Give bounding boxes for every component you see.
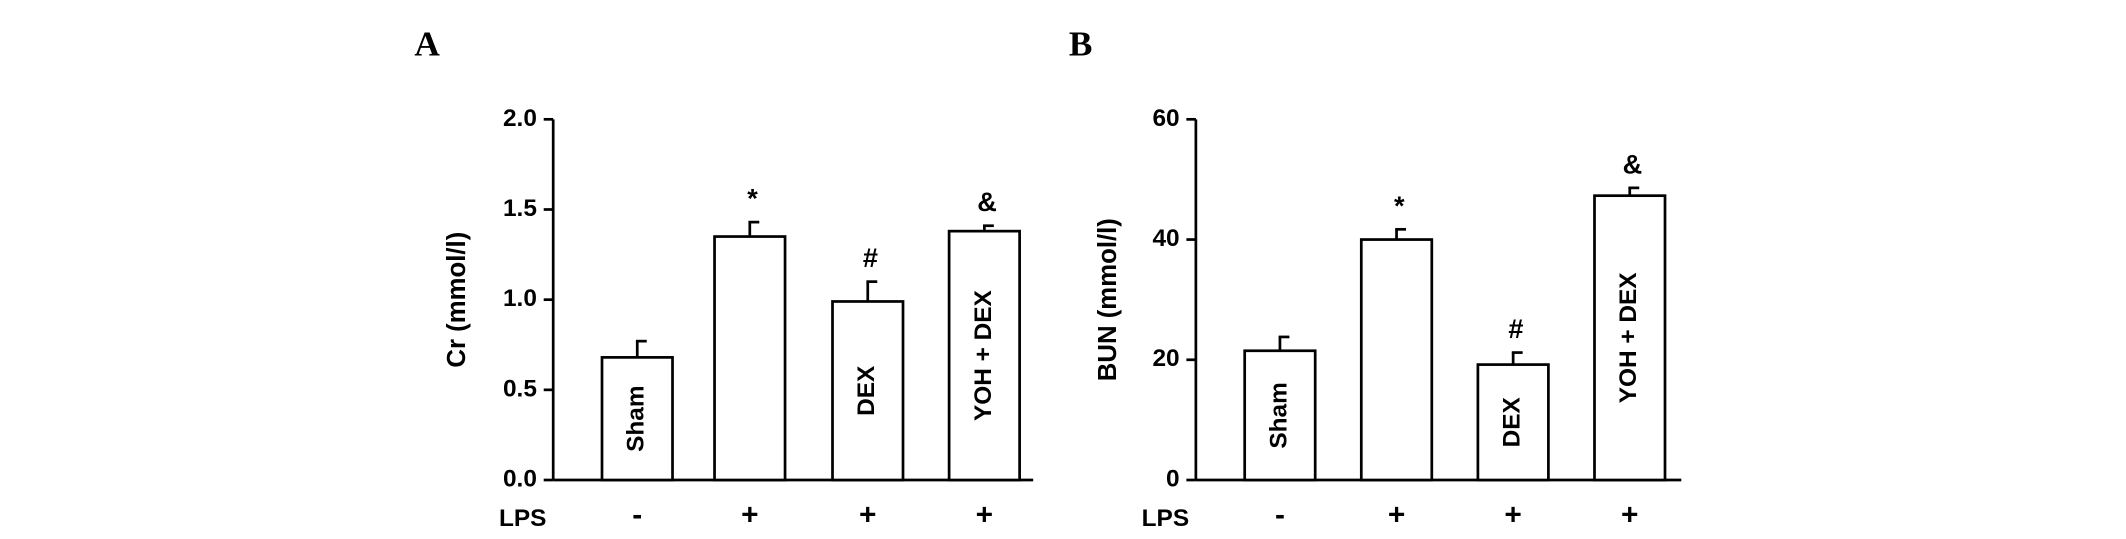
annotation: & [1623, 148, 1643, 179]
row-value: + [976, 499, 993, 532]
bar-label: DEX [1499, 396, 1526, 447]
bar [713, 235, 787, 482]
bar-label: YOH + DEX [1615, 272, 1642, 404]
row-label: LPS [499, 505, 546, 532]
row-label: LPS [1142, 505, 1189, 532]
annotation: * [747, 183, 758, 214]
row-value: + [859, 499, 876, 532]
annotation: & [977, 186, 997, 217]
bar [600, 356, 674, 482]
row-value: + [1504, 499, 1521, 532]
annotation: * [1394, 190, 1405, 221]
bar [831, 300, 905, 482]
y-tick-label: 0.0 [503, 465, 537, 492]
bar-label: Sham [623, 385, 650, 451]
bar [947, 229, 1021, 482]
y-tick-label: 40 [1152, 225, 1179, 252]
bar [1243, 349, 1317, 482]
bar-label: Sham [1265, 382, 1292, 448]
y-tick-label: 1.0 [503, 285, 537, 312]
row-value: + [1621, 499, 1638, 532]
panel-label: A [414, 25, 440, 64]
annotation: # [1508, 313, 1523, 344]
y-tick-label: 60 [1152, 105, 1179, 132]
panel-label: B [1069, 25, 1093, 64]
y-axis-label: Cr (mmol/l) [443, 232, 471, 368]
row-value: - [632, 499, 642, 532]
annotation: # [863, 242, 878, 273]
bar [1359, 238, 1434, 482]
bar [1476, 363, 1550, 482]
row-value: - [1275, 499, 1285, 532]
bar-label: DEX [853, 365, 880, 416]
y-tick-label: 1.5 [503, 195, 537, 222]
bar [1593, 194, 1667, 482]
y-tick-label: 0 [1166, 465, 1180, 492]
y-tick-label: 20 [1152, 345, 1179, 372]
y-axis-label: BUN (mmol/l) [1094, 218, 1122, 381]
y-tick-label: 0.5 [503, 375, 537, 402]
row-value: + [1388, 499, 1405, 532]
bar-label: YOH + DEX [970, 289, 997, 421]
y-tick-label: 2.0 [503, 105, 537, 132]
row-value: + [741, 499, 758, 532]
